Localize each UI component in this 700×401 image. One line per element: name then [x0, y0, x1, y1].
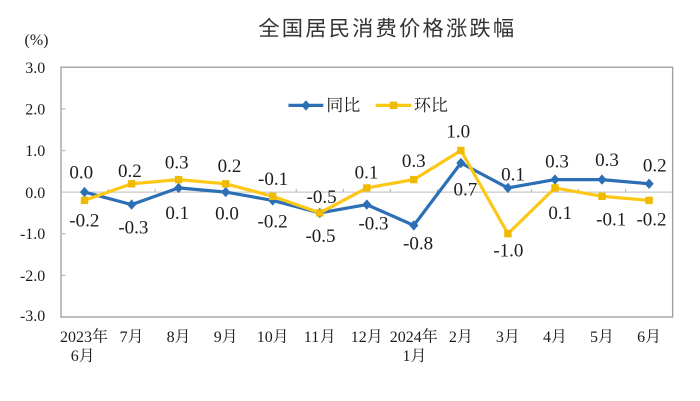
svg-text:0.0: 0.0 [25, 185, 45, 202]
svg-text:0.2: 0.2 [643, 156, 667, 177]
svg-text:(%): (%) [25, 32, 49, 49]
svg-text:0.2: 0.2 [218, 156, 242, 177]
svg-text:-0.8: -0.8 [403, 234, 433, 255]
svg-text:0.0: 0.0 [69, 163, 93, 184]
svg-text:-1.0: -1.0 [493, 241, 523, 262]
svg-text:-0.5: -0.5 [305, 226, 335, 247]
svg-text:-0.2: -0.2 [636, 209, 666, 230]
svg-text:0.1: 0.1 [548, 203, 572, 224]
svg-text:-0.2: -0.2 [69, 211, 99, 232]
svg-text:3: 3 [496, 329, 504, 346]
svg-text:-3.0: -3.0 [20, 308, 45, 325]
svg-text:0.3: 0.3 [595, 150, 619, 171]
svg-text:2: 2 [449, 329, 457, 346]
svg-text:0.7: 0.7 [454, 180, 478, 201]
svg-text:0.0: 0.0 [215, 204, 239, 225]
svg-text:-0.5: -0.5 [307, 187, 337, 208]
svg-text:3.0: 3.0 [25, 60, 45, 77]
svg-text:1.0: 1.0 [25, 143, 45, 160]
svg-text:-1.0: -1.0 [20, 226, 45, 243]
svg-text:0.1: 0.1 [355, 163, 379, 184]
svg-text:7: 7 [120, 329, 128, 346]
svg-text:0.1: 0.1 [501, 164, 525, 185]
svg-text:0.3: 0.3 [402, 151, 426, 172]
svg-text:5: 5 [590, 329, 598, 346]
svg-text:10: 10 [257, 329, 273, 346]
svg-text:-0.1: -0.1 [258, 169, 288, 190]
svg-text:-2.0: -2.0 [20, 268, 45, 285]
svg-text:0.2: 0.2 [118, 161, 142, 182]
svg-text:-0.3: -0.3 [118, 218, 148, 239]
svg-text:6: 6 [637, 329, 645, 346]
svg-text:-0.3: -0.3 [358, 213, 388, 234]
svg-text:-0.1: -0.1 [596, 210, 626, 231]
svg-text:8: 8 [167, 329, 175, 346]
svg-text:-0.2: -0.2 [258, 212, 288, 233]
svg-text:9: 9 [214, 329, 222, 346]
svg-text:0.1: 0.1 [165, 203, 189, 224]
svg-text:0.3: 0.3 [165, 153, 189, 174]
svg-text:12: 12 [351, 329, 367, 346]
svg-text:2023: 2023 [60, 329, 92, 346]
svg-text:2.0: 2.0 [25, 102, 45, 119]
svg-text:11: 11 [304, 329, 319, 346]
svg-text:2024: 2024 [390, 329, 422, 346]
svg-text:4: 4 [543, 329, 551, 346]
svg-text:6: 6 [71, 348, 79, 365]
svg-text:1: 1 [403, 348, 411, 365]
svg-text:1.0: 1.0 [446, 122, 470, 143]
svg-text:0.3: 0.3 [545, 151, 569, 172]
